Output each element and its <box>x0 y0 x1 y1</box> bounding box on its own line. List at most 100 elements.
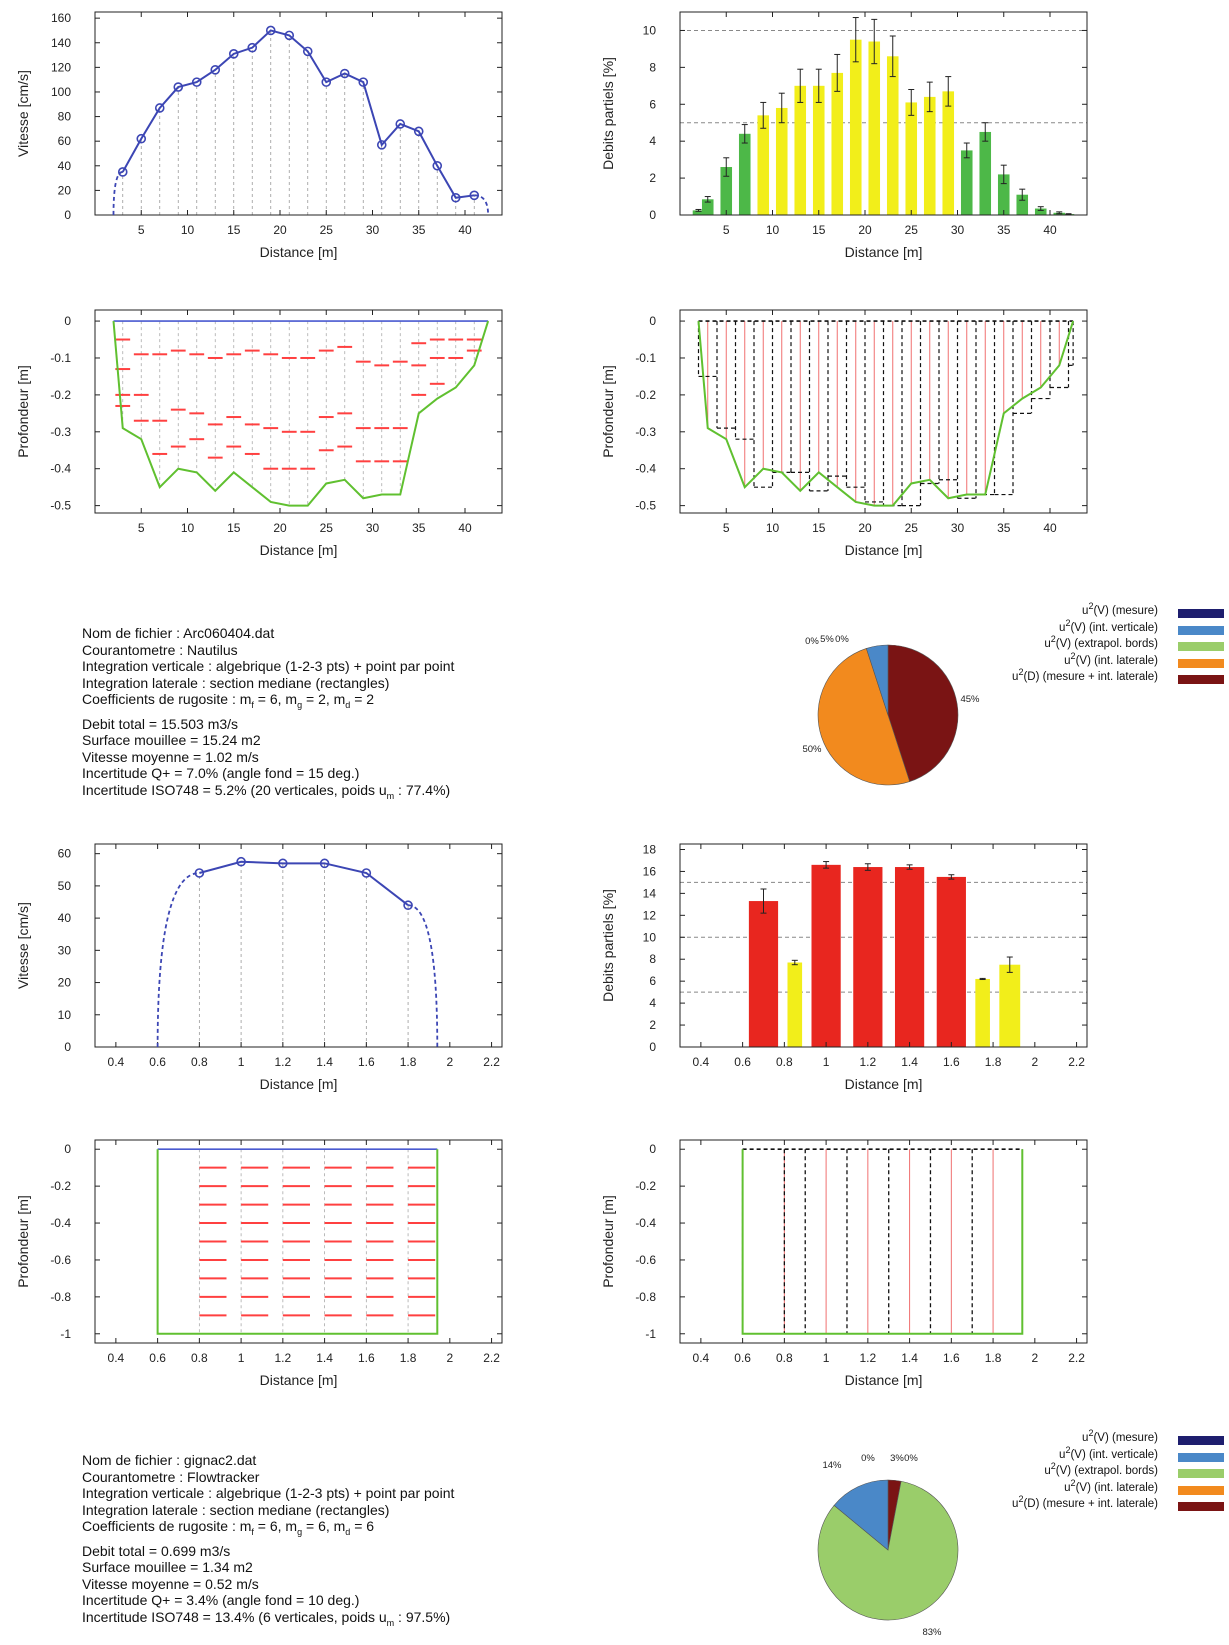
x-tick-label: 5 <box>723 223 730 237</box>
x-tick-label: 35 <box>997 521 1011 535</box>
y-axis-label: Vitesse [cm/s] <box>15 70 31 157</box>
wetted-area: Surface mouillee = 15.24 m2 <box>82 732 261 748</box>
y-tick-label: 4 <box>649 996 656 1010</box>
cross-section-integration-chart-1: 5 10 15 20 25 30 35 40 0 -0.1 -0.2 -0.3 -0.4 -0.5 Dist… <box>600 309 1088 558</box>
y-tick-label: 14 <box>643 886 657 900</box>
x-tick-label: 1.6 <box>358 1055 375 1069</box>
x-tick-label: 0.4 <box>108 1055 125 1069</box>
y-tick-label: -0.2 <box>50 1179 71 1193</box>
x-tick-label: 2 <box>1031 1055 1038 1069</box>
y-tick-label: -0.1 <box>635 351 656 365</box>
x-tick-label: 1.6 <box>943 1055 960 1069</box>
cross-section-points-chart-2: 0.4 0.6 0.8 1 1.2 1.4 1.6 1.8 2 2.2 0 -0.2 -0.4 -0.6 -… <box>15 1139 503 1388</box>
measurement-info-2: Nom de fichier : gignac2.dat Courantomet… <box>82 1452 454 1627</box>
flow-bar <box>960 150 973 215</box>
pie-slice-label: 0% <box>861 1453 875 1464</box>
x-tick-label: 20 <box>273 223 287 237</box>
y-tick-label: 4 <box>649 134 656 148</box>
extrapolation-right <box>407 904 439 1048</box>
extrapolation-right <box>474 194 490 216</box>
velocity-point <box>173 82 184 92</box>
pie-slice <box>887 644 959 782</box>
x-tick-label: 35 <box>997 223 1011 237</box>
x-tick-label: 15 <box>227 223 241 237</box>
flow-bar <box>757 115 770 215</box>
y-tick-label: 140 <box>51 36 71 50</box>
x-tick-label: 2.2 <box>483 1351 500 1365</box>
x-tick-label: 1.2 <box>275 1351 292 1365</box>
x-tick-label: 1.8 <box>400 1055 417 1069</box>
velocity-point <box>210 65 221 75</box>
velocity-point <box>319 858 330 869</box>
y-tick-label: 40 <box>58 159 72 173</box>
x-axis-label: Distance [m] <box>845 244 923 260</box>
velocity-point <box>450 192 461 203</box>
velocity-point <box>284 30 295 41</box>
velocity-point <box>228 49 239 59</box>
uncertainty-pie-chart-2: 0%14%83%0%3% <box>817 1453 959 1638</box>
x-tick-label: 1.2 <box>860 1351 877 1365</box>
flow-bar <box>812 85 825 216</box>
x-tick-label: 20 <box>858 521 872 535</box>
velocity-point <box>321 77 332 87</box>
y-tick-label: 100 <box>51 85 71 99</box>
flow-bar <box>853 867 883 1047</box>
flow-bar <box>738 133 751 215</box>
measurement-info-1: Nom de fichier : Arc060404.dat Courantom… <box>82 625 454 801</box>
x-tick-label: 0.4 <box>693 1351 710 1365</box>
y-tick-label: 0 <box>64 314 71 328</box>
velocity-line <box>121 29 475 199</box>
x-tick-label: 2 <box>1031 1351 1038 1365</box>
x-tick-label: 1.4 <box>901 1055 918 1069</box>
mean-velocity: Vitesse moyenne = 0.52 m/s <box>82 1575 259 1592</box>
lateral-integration: Integration laterale : section mediane (… <box>82 1501 390 1518</box>
y-tick-label: -0.6 <box>50 1253 71 1267</box>
y-tick-label: 6 <box>649 97 656 111</box>
x-tick-label: 15 <box>812 521 826 535</box>
x-tick-label: 1 <box>238 1055 245 1069</box>
flow-bar <box>849 39 862 215</box>
x-axis-label: Distance [m] <box>845 1076 923 1092</box>
velocity-point <box>117 167 128 177</box>
y-tick-label: -0.8 <box>50 1290 71 1304</box>
velocity-point <box>278 858 288 869</box>
legend-item-int-laterale: u2(V) (int. laterale) <box>966 1478 1226 1499</box>
x-tick-label: 35 <box>412 223 426 237</box>
pie-slice <box>833 1479 889 1551</box>
x-tick-label: 10 <box>181 521 195 535</box>
partial-flows-chart-1: 5 10 15 20 25 30 35 40 0 2 4 6 8 10 Distance [m] Debits… <box>600 11 1088 260</box>
y-tick-label: 8 <box>649 952 656 966</box>
y-tick-label: 10 <box>643 23 657 37</box>
x-tick-label: 10 <box>766 521 780 535</box>
y-tick-label: 10 <box>58 1008 72 1022</box>
x-tick-label: 1.8 <box>985 1351 1002 1365</box>
y-tick-label: 60 <box>58 847 72 861</box>
pie-slice-label: 0% <box>835 634 849 645</box>
total-flow: Debit total = 15.503 m3/s <box>82 715 239 732</box>
pie-slice-label: 83% <box>922 1627 942 1638</box>
x-tick-label: 0.6 <box>734 1055 751 1069</box>
plot-frame <box>94 309 503 514</box>
velocity-point <box>194 868 205 878</box>
flow-bar <box>999 964 1021 1047</box>
x-tick-label: 15 <box>227 521 241 535</box>
x-tick-label: 1.4 <box>316 1351 333 1365</box>
uncertainty-iso: Incertitude ISO748 = 5.2% (20 verticales… <box>82 781 451 801</box>
pie-slice <box>817 648 911 786</box>
velocity-point <box>302 46 313 57</box>
x-tick-label: 1.4 <box>316 1055 333 1069</box>
y-tick-label: -0.5 <box>635 499 656 513</box>
x-tick-label: 0.6 <box>734 1351 751 1365</box>
x-tick-label: 30 <box>366 521 380 535</box>
y-tick-label: 0 <box>649 314 656 328</box>
y-tick-label: -0.2 <box>635 388 656 402</box>
y-axis-label: Profondeur [m] <box>600 365 616 458</box>
y-tick-label: 40 <box>58 911 72 925</box>
x-tick-label: 0.6 <box>149 1351 166 1365</box>
extrapolation-left <box>156 872 200 1048</box>
velocity-point <box>361 868 372 878</box>
plot-frame <box>679 309 1088 514</box>
y-tick-label: 50 <box>58 879 72 893</box>
y-axis-label: Profondeur [m] <box>600 1195 616 1288</box>
pie-slice <box>865 644 889 716</box>
